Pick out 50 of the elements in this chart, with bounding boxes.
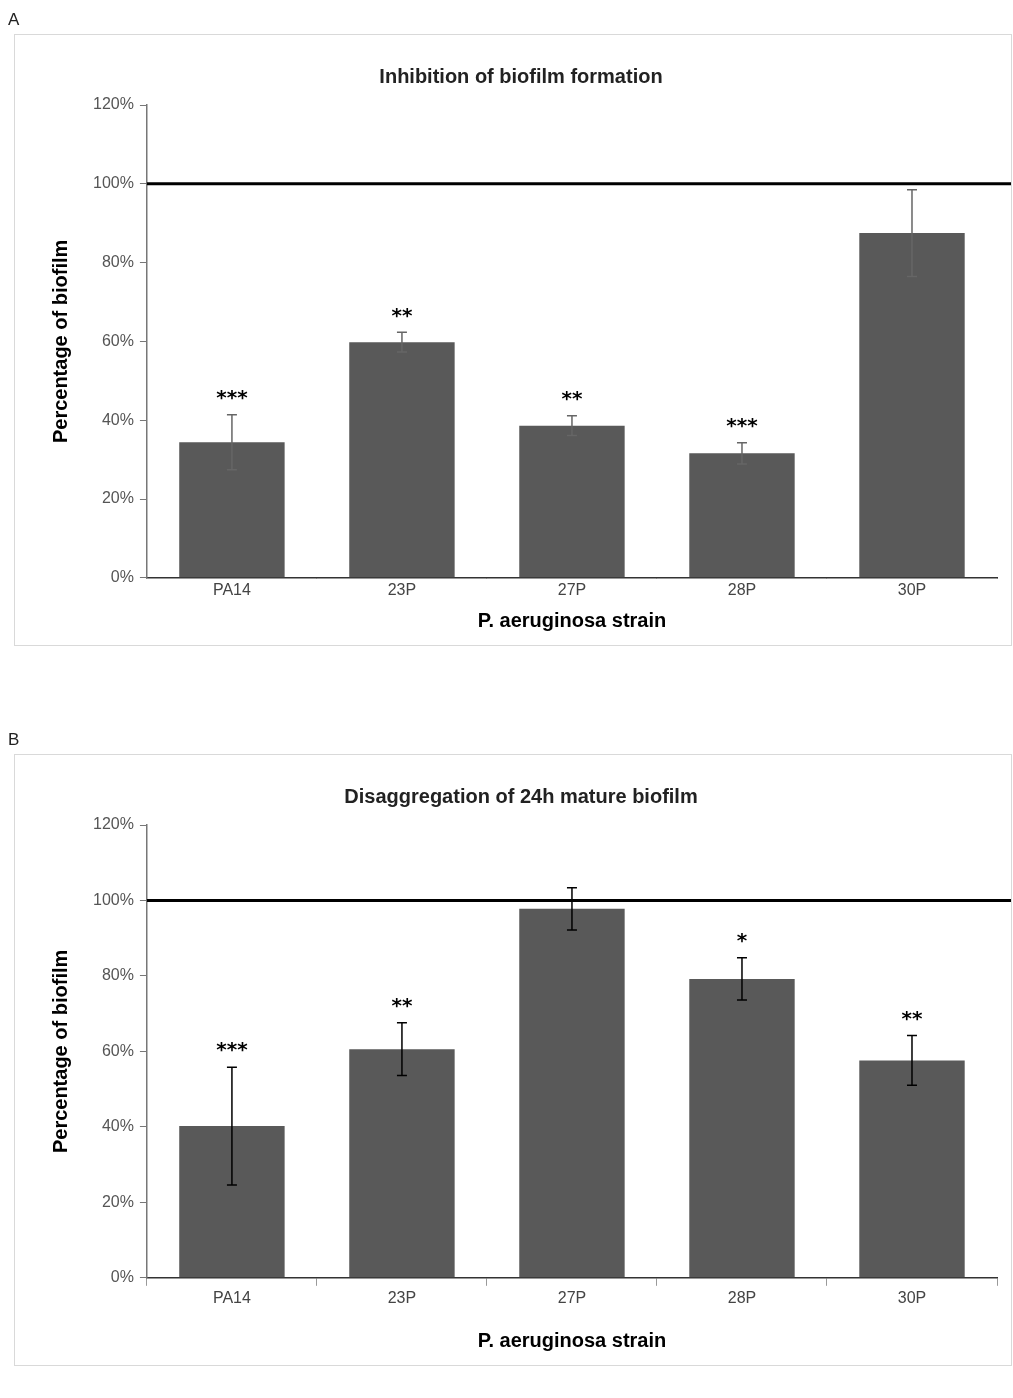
annotation: **	[901, 1005, 923, 1030]
bar	[689, 978, 795, 1278]
x-tick-label: PA14	[212, 580, 252, 598]
bar	[179, 1126, 285, 1278]
annotation: **	[561, 386, 583, 411]
y-tick-label: 80%	[101, 253, 134, 271]
annotation: **	[391, 992, 413, 1017]
annotation: ***	[726, 412, 759, 437]
bar	[349, 342, 455, 578]
bar	[689, 453, 795, 578]
bar	[519, 425, 625, 578]
x-tick-label: 30P	[897, 1288, 927, 1306]
y-axis-title: Percentage of biofilm	[48, 239, 71, 444]
y-tick-label: 80%	[101, 966, 134, 984]
y-tick-label: 0%	[110, 568, 134, 586]
bar	[859, 233, 965, 578]
y-tick-label: 100%	[93, 174, 134, 192]
x-tick-label: 23P	[387, 580, 417, 598]
y-tick-label: 60%	[101, 331, 134, 349]
x-tick-label: 30P	[897, 580, 927, 598]
bar	[349, 1049, 455, 1278]
chart-title: Disaggregation of 24h mature biofilm	[344, 784, 698, 807]
x-tick-label: 28P	[727, 580, 757, 598]
y-tick-label: 40%	[101, 410, 134, 428]
bar	[179, 442, 285, 578]
annotation: *	[736, 928, 748, 953]
y-tick-label: 120%	[93, 815, 134, 833]
x-axis-title: P. aeruginosa strain	[477, 1328, 667, 1351]
text: B	[8, 730, 21, 751]
y-tick-label: 40%	[101, 1117, 134, 1135]
annotation: ***	[216, 384, 249, 409]
bar	[859, 1060, 965, 1278]
bar	[519, 908, 625, 1278]
text: A	[8, 10, 21, 31]
y-tick-label: 120%	[93, 95, 134, 113]
x-axis-title: P. aeruginosa strain	[477, 608, 667, 631]
y-axis-title: Percentage of biofilm	[48, 949, 71, 1154]
x-tick-label: PA14	[212, 1288, 252, 1306]
x-tick-label: 27P	[557, 580, 587, 598]
y-tick-label: 0%	[110, 1268, 134, 1286]
x-tick-label: 27P	[557, 1288, 587, 1306]
x-tick-label: 23P	[387, 1288, 417, 1306]
y-tick-label: 20%	[101, 489, 134, 507]
x-tick-label: 28P	[727, 1288, 757, 1306]
annotation: **	[391, 302, 413, 327]
y-tick-label: 20%	[101, 1192, 134, 1210]
annotation: ***	[216, 1037, 249, 1062]
chart-title: Inhibition of biofilm formation	[379, 64, 663, 87]
y-tick-label: 60%	[101, 1041, 134, 1059]
y-tick-label: 100%	[93, 890, 134, 908]
